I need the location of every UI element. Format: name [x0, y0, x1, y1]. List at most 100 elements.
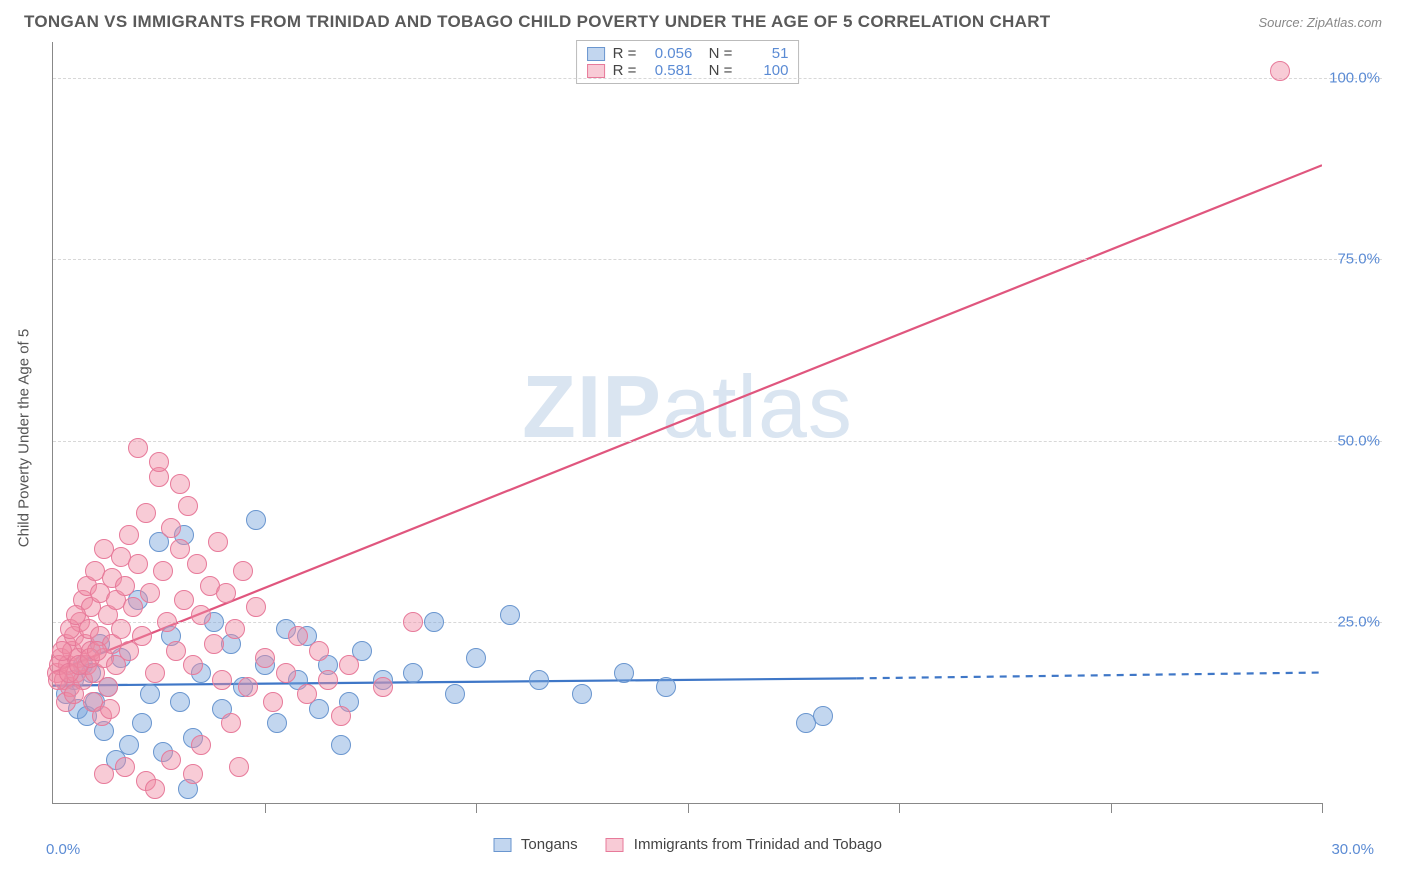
- legend-label-tongans: Tongans: [521, 836, 578, 853]
- r-value-tongans: 0.056: [644, 45, 692, 62]
- r-label: R =: [613, 62, 637, 79]
- data-point-trinidad: [297, 684, 317, 704]
- data-point-trinidad: [87, 641, 107, 661]
- data-point-trinidad: [263, 692, 283, 712]
- y-tick-label: 75.0%: [1337, 251, 1380, 268]
- data-point-trinidad: [339, 655, 359, 675]
- legend-item-trinidad: Immigrants from Trinidad and Tobago: [606, 836, 882, 853]
- data-point-trinidad: [208, 532, 228, 552]
- data-point-trinidad: [1270, 61, 1290, 81]
- data-point-tongans: [424, 612, 444, 632]
- r-label: R =: [613, 45, 637, 62]
- gridline: [53, 78, 1382, 79]
- x-tick: [1322, 803, 1323, 813]
- data-point-trinidad: [178, 496, 198, 516]
- data-point-trinidad: [204, 634, 224, 654]
- data-point-trinidad: [276, 663, 296, 683]
- data-point-trinidad: [238, 677, 258, 697]
- data-point-trinidad: [225, 619, 245, 639]
- n-value-tongans: 51: [740, 45, 788, 62]
- data-point-trinidad: [229, 757, 249, 777]
- x-tick: [1111, 803, 1112, 813]
- data-point-trinidad: [100, 699, 120, 719]
- data-point-trinidad: [119, 525, 139, 545]
- stats-row-trinidad: R = 0.581 N = 100: [587, 62, 789, 79]
- chart-container: Child Poverty Under the Age of 5 ZIPatla…: [42, 42, 1382, 834]
- data-point-trinidad: [170, 474, 190, 494]
- data-point-trinidad: [216, 583, 236, 603]
- data-point-tongans: [246, 510, 266, 530]
- stats-row-tongans: R = 0.056 N = 51: [587, 45, 789, 62]
- data-point-tongans: [813, 706, 833, 726]
- data-point-tongans: [614, 663, 634, 683]
- data-point-trinidad: [331, 706, 351, 726]
- data-point-trinidad: [191, 735, 211, 755]
- n-label: N =: [700, 62, 732, 79]
- data-point-trinidad: [255, 648, 275, 668]
- data-point-tongans: [572, 684, 592, 704]
- plot-area: ZIPatlas R = 0.056 N = 51 R = 0.581 N = …: [52, 42, 1322, 804]
- data-point-trinidad: [128, 554, 148, 574]
- n-label: N =: [700, 45, 732, 62]
- data-point-trinidad: [288, 626, 308, 646]
- data-point-tongans: [267, 713, 287, 733]
- x-tick: [688, 803, 689, 813]
- data-point-trinidad: [123, 597, 143, 617]
- data-point-trinidad: [94, 764, 114, 784]
- swatch-pink: [587, 64, 605, 78]
- data-point-trinidad: [183, 764, 203, 784]
- data-point-trinidad: [174, 590, 194, 610]
- chart-title: TONGAN VS IMMIGRANTS FROM TRINIDAD AND T…: [24, 12, 1050, 32]
- gridline: [53, 259, 1382, 260]
- data-point-trinidad: [115, 757, 135, 777]
- data-point-trinidad: [115, 576, 135, 596]
- title-bar: TONGAN VS IMMIGRANTS FROM TRINIDAD AND T…: [0, 0, 1406, 32]
- watermark: ZIPatlas: [522, 356, 853, 458]
- n-value-trinidad: 100: [740, 62, 788, 79]
- source-label: Source: ZipAtlas.com: [1258, 15, 1382, 30]
- x-label-left: 0.0%: [46, 841, 80, 858]
- data-point-trinidad: [373, 677, 393, 697]
- data-point-trinidad: [157, 612, 177, 632]
- data-point-trinidad: [136, 503, 156, 523]
- x-tick: [265, 803, 266, 813]
- y-tick-label: 100.0%: [1329, 70, 1380, 87]
- data-point-trinidad: [153, 561, 173, 581]
- x-tick: [899, 803, 900, 813]
- swatch-pink: [606, 838, 624, 852]
- gridline: [53, 622, 1382, 623]
- data-point-trinidad: [212, 670, 232, 690]
- data-point-trinidad: [140, 583, 160, 603]
- data-point-trinidad: [403, 612, 423, 632]
- swatch-blue: [493, 838, 511, 852]
- data-point-trinidad: [149, 452, 169, 472]
- data-point-trinidad: [98, 677, 118, 697]
- r-value-trinidad: 0.581: [644, 62, 692, 79]
- data-point-tongans: [529, 670, 549, 690]
- data-point-trinidad: [52, 641, 72, 661]
- x-label-right: 30.0%: [1331, 841, 1374, 858]
- series-legend: Tongans Immigrants from Trinidad and Tob…: [493, 836, 882, 853]
- data-point-tongans: [170, 692, 190, 712]
- x-tick: [476, 803, 477, 813]
- data-point-trinidad: [66, 605, 86, 625]
- data-point-trinidad: [309, 641, 329, 661]
- data-point-trinidad: [111, 619, 131, 639]
- y-tick-label: 50.0%: [1337, 432, 1380, 449]
- data-point-trinidad: [166, 641, 186, 661]
- data-point-trinidad: [170, 539, 190, 559]
- data-point-trinidad: [64, 684, 84, 704]
- y-axis-label: Child Poverty Under the Age of 5: [16, 329, 33, 547]
- data-point-trinidad: [187, 554, 207, 574]
- data-point-tongans: [445, 684, 465, 704]
- data-point-trinidad: [246, 597, 266, 617]
- data-point-tongans: [403, 663, 423, 683]
- data-point-trinidad: [145, 663, 165, 683]
- data-point-trinidad: [145, 779, 165, 799]
- data-point-tongans: [140, 684, 160, 704]
- legend-label-trinidad: Immigrants from Trinidad and Tobago: [634, 836, 882, 853]
- data-point-tongans: [331, 735, 351, 755]
- data-point-trinidad: [161, 750, 181, 770]
- data-point-trinidad: [318, 670, 338, 690]
- data-point-tongans: [466, 648, 486, 668]
